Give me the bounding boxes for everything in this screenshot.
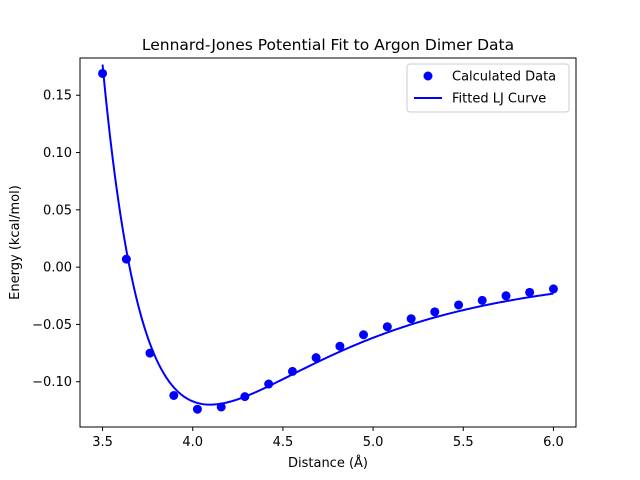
data-point (287, 366, 297, 376)
data-point (98, 68, 108, 78)
y-tick-label: 0.15 (43, 89, 72, 104)
data-point (169, 390, 179, 400)
axes-frame (79, 57, 577, 428)
y-tick-label: −0.05 (32, 318, 72, 333)
data-point (430, 307, 440, 317)
y-tick-label: −0.10 (32, 375, 72, 390)
x-tick-label: 5.5 (453, 435, 474, 450)
data-point (264, 379, 274, 389)
data-point (406, 314, 416, 324)
data-point (525, 287, 535, 297)
legend: Calculated Data Fitted LJ Curve (406, 63, 570, 113)
legend-marker-calculated-data (423, 71, 433, 81)
y-tick-label: 0.00 (43, 261, 72, 276)
fitted-lj-curve-line (101, 64, 554, 406)
x-tick-label: 6.0 (543, 435, 564, 450)
plot-area (98, 64, 558, 414)
data-point (454, 300, 464, 310)
data-point (501, 291, 511, 301)
x-tick-label: 3.5 (92, 435, 113, 450)
legend-label-fitted-lj-curve: Fitted LJ Curve (452, 92, 546, 107)
data-point (121, 254, 131, 264)
x-tick-label: 4.5 (273, 435, 294, 450)
data-point (335, 341, 345, 351)
y-axis: −0.10 −0.05 0.00 0.05 0.10 0.15 (32, 89, 80, 390)
chart-title: Lennard-Jones Potential Fit to Argon Dim… (142, 36, 514, 54)
x-axis-label: Distance (Å) (288, 455, 368, 471)
data-point (216, 402, 226, 412)
y-tick-label: 0.05 (43, 203, 72, 218)
data-point (192, 404, 202, 414)
x-tick-label: 5.0 (363, 435, 384, 450)
data-point (359, 330, 369, 340)
data-point (548, 284, 558, 294)
data-point (382, 322, 392, 332)
legend-box (406, 63, 570, 113)
data-point (240, 392, 250, 402)
x-axis: 3.5 4.0 4.5 5.0 5.5 6.0 (92, 427, 564, 450)
y-tick-label: 0.10 (43, 146, 72, 161)
x-tick-label: 4.0 (182, 435, 203, 450)
data-point (145, 348, 155, 358)
data-point (477, 295, 487, 305)
y-axis-label: Energy (kcal/mol) (8, 185, 23, 300)
data-point (311, 353, 321, 363)
legend-label-calculated-data: Calculated Data (452, 70, 556, 85)
